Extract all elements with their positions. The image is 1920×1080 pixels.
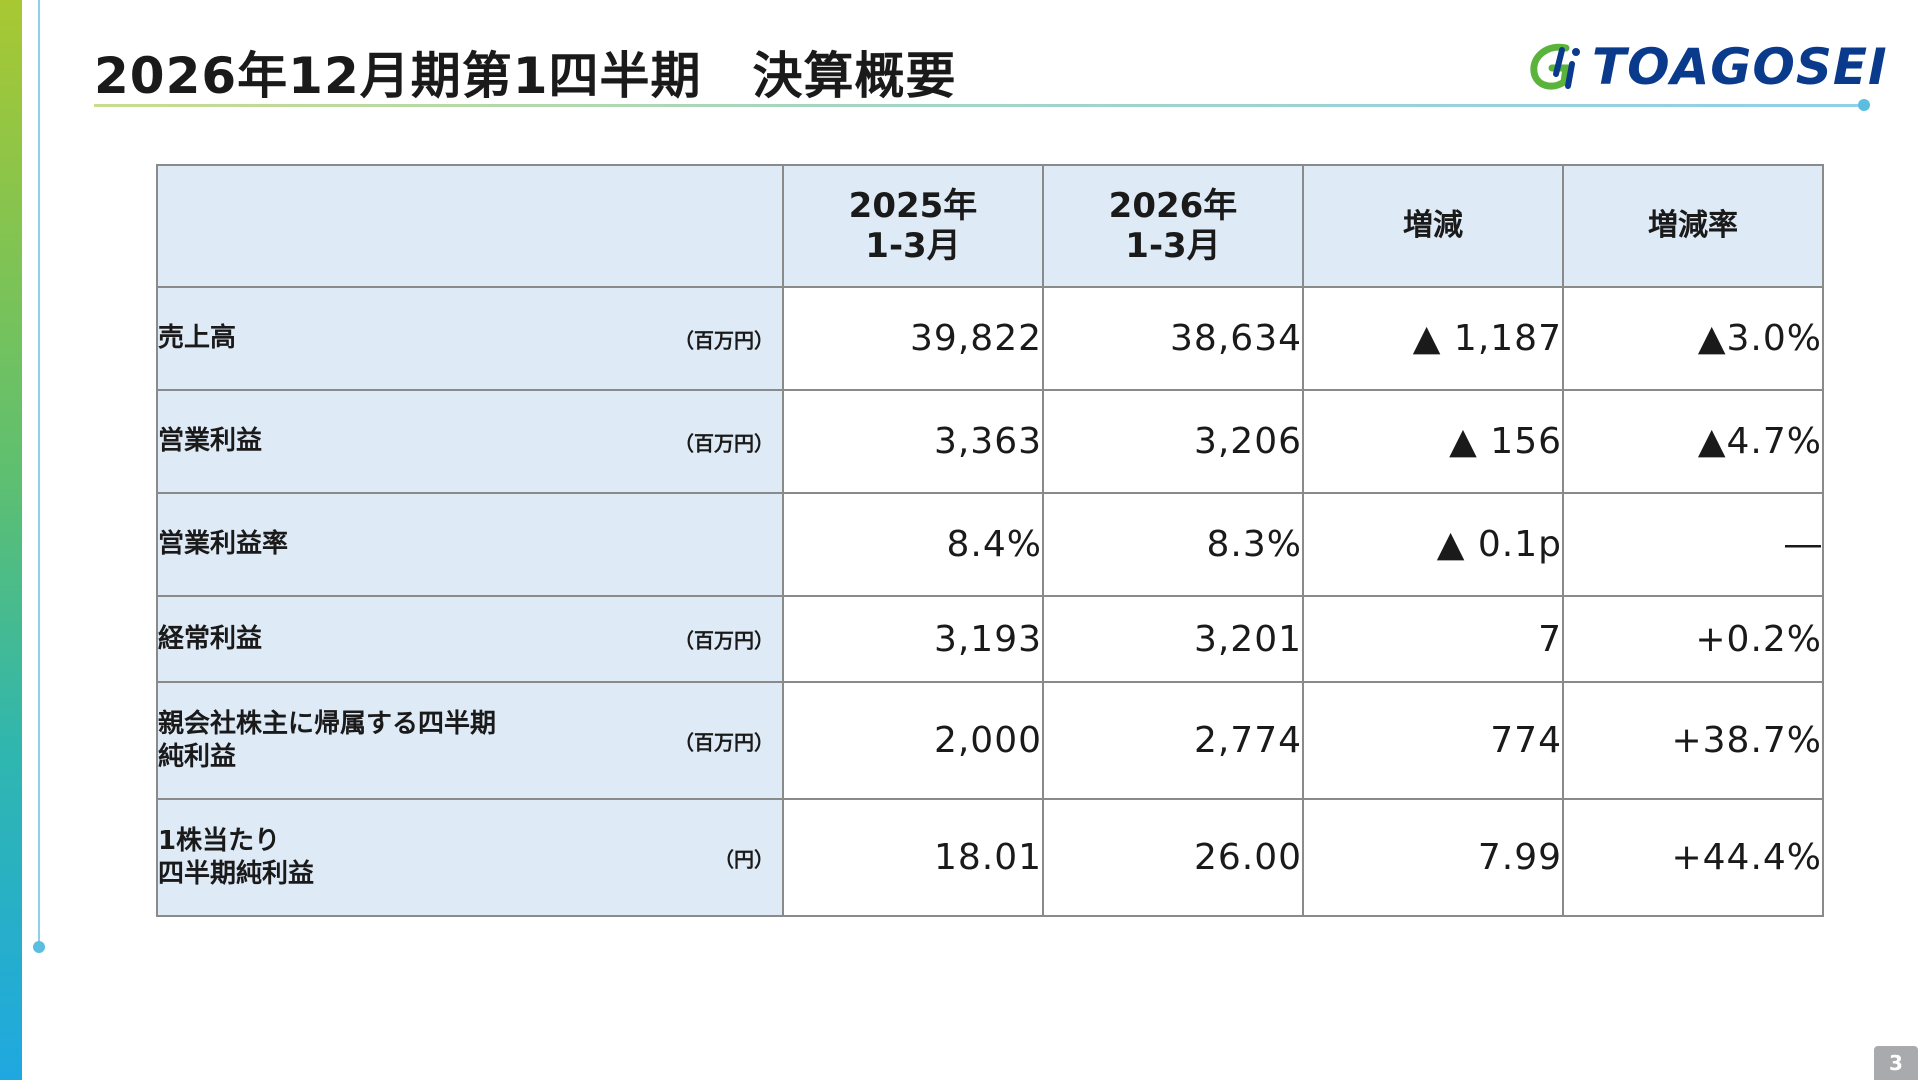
table-row: 1株当たり 四半期純利益 （円） 18.01 26.00 7.99 +44.4% xyxy=(156,798,1824,917)
table-row: 売上高 （百万円） 39,822 38,634 ▲ 1,187 ▲3.0% xyxy=(156,286,1824,391)
value-rate: ▲3.0% xyxy=(1562,286,1824,391)
value-curr: 3,206 xyxy=(1042,389,1304,494)
row-label-line: 純利益 xyxy=(158,741,237,772)
value-diff: 7.99 xyxy=(1302,798,1564,917)
unit-label: （百万円） xyxy=(674,628,774,653)
unit-label: （百万円） xyxy=(674,431,774,455)
header-change-rate: 増減率 xyxy=(1562,164,1824,288)
value-curr: 26.00 xyxy=(1042,798,1304,917)
row-label-operating-margin: 営業利益率 xyxy=(156,492,784,597)
value-diff: ▲ 1,187 xyxy=(1302,286,1564,391)
table-row: 親会社株主に帰属する四半期 純利益 （百万円） 2,000 2,774 774 … xyxy=(156,681,1824,800)
side-accent-line xyxy=(38,0,40,946)
unit-label: （円） xyxy=(714,847,774,871)
value-curr: 8.3% xyxy=(1042,492,1304,597)
value-rate: +44.4% xyxy=(1562,798,1824,917)
header-2025-q1: 2025年 1-3月 xyxy=(782,164,1044,288)
page-title: 2026年12月期第1四半期 決算概要 xyxy=(94,47,957,105)
value-prev: 39,822 xyxy=(782,286,1044,391)
value-prev: 3,193 xyxy=(782,595,1044,683)
header-period-text: 1-3月 xyxy=(865,226,961,266)
table-row: 営業利益率 8.4% 8.3% ▲ 0.1p ― xyxy=(156,492,1824,597)
table-header-row: 2025年 1-3月 2026年 1-3月 増減 増減率 xyxy=(156,164,1824,288)
header-change: 増減 xyxy=(1302,164,1564,288)
value-rate: +38.7% xyxy=(1562,681,1824,800)
row-label-eps: 1株当たり 四半期純利益 （円） xyxy=(156,798,784,917)
side-accent-bar xyxy=(0,0,22,1080)
header-empty-cell xyxy=(156,164,784,288)
header-year-text: 2025年 xyxy=(848,186,978,226)
value-diff: ▲ 0.1p xyxy=(1302,492,1564,597)
row-label-text: 営業利益 xyxy=(158,426,263,456)
row-label-net-sales: 売上高 （百万円） xyxy=(156,286,784,391)
value-rate: +0.2% xyxy=(1562,595,1824,683)
unit-label: （百万円） xyxy=(674,730,774,754)
toagosei-logo-icon xyxy=(1530,43,1580,90)
row-label-text: 1株当たり 四半期純利益 xyxy=(158,825,314,891)
row-label-text: 売上高 xyxy=(158,323,237,353)
title-underline-dot xyxy=(1858,99,1870,111)
row-label-operating-income: 営業利益 （百万円） xyxy=(156,389,784,494)
value-diff: 774 xyxy=(1302,681,1564,800)
value-rate: ▲4.7% xyxy=(1562,389,1824,494)
header-year-text: 2026年 xyxy=(1108,186,1238,226)
logo-wordmark: TOAGOSEI xyxy=(1592,38,1888,96)
row-label-ordinary-income: 経常利益 （百万円） xyxy=(156,595,784,683)
value-prev: 18.01 xyxy=(782,798,1044,917)
row-label-text: 親会社株主に帰属する四半期 純利益 xyxy=(158,708,496,774)
side-accent-dot xyxy=(33,941,45,953)
value-curr: 38,634 xyxy=(1042,286,1304,391)
row-label-line: 四半期純利益 xyxy=(158,858,315,889)
table-row: 経常利益 （百万円） 3,193 3,201 7 +0.2% xyxy=(156,595,1824,683)
row-label-net-income: 親会社株主に帰属する四半期 純利益 （百万円） xyxy=(156,681,784,800)
value-prev: 2,000 xyxy=(782,681,1044,800)
value-prev: 3,363 xyxy=(782,389,1044,494)
table-row: 営業利益 （百万円） 3,363 3,206 ▲ 156 ▲4.7% xyxy=(156,389,1824,494)
row-label-line: 1株当たり xyxy=(158,825,281,856)
value-rate: ― xyxy=(1562,492,1824,597)
header-period-text: 1-3月 xyxy=(1125,226,1221,266)
value-prev: 8.4% xyxy=(782,492,1044,597)
value-curr: 2,774 xyxy=(1042,681,1304,800)
company-logo: TOAGOSEI xyxy=(1526,36,1888,98)
row-label-text: 経常利益 xyxy=(158,623,263,654)
value-diff: ▲ 156 xyxy=(1302,389,1564,494)
value-curr: 3,201 xyxy=(1042,595,1304,683)
row-label-text: 営業利益率 xyxy=(158,529,289,559)
value-diff: 7 xyxy=(1302,595,1564,683)
title-underline xyxy=(94,104,1864,107)
header-2026-q1: 2026年 1-3月 xyxy=(1042,164,1304,288)
page-number: 3 xyxy=(1874,1046,1918,1080)
financial-summary-table: 2025年 1-3月 2026年 1-3月 増減 増減率 売上高 （百万円） 3… xyxy=(156,164,1824,917)
row-label-line: 親会社株主に帰属する四半期 xyxy=(158,708,497,739)
unit-label: （百万円） xyxy=(674,328,774,352)
